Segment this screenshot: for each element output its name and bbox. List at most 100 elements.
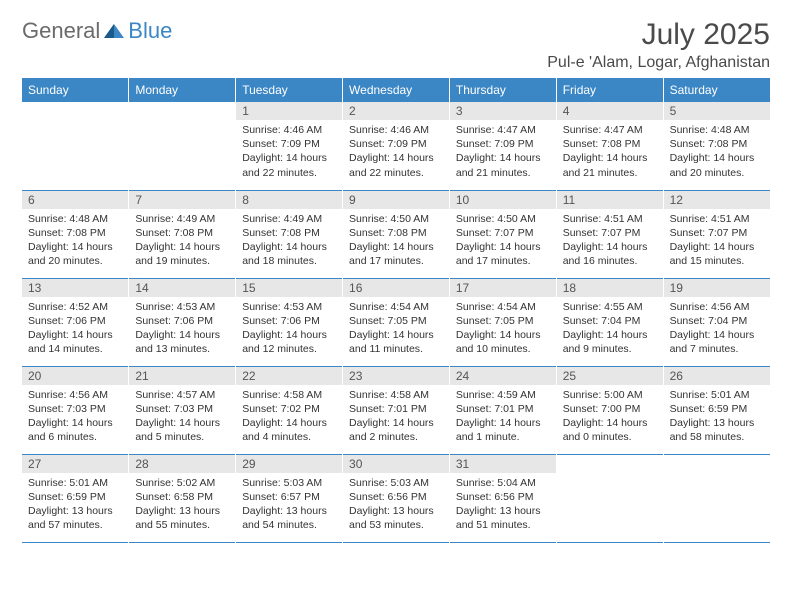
day-details: Sunrise: 4:53 AMSunset: 7:06 PMDaylight:…: [129, 297, 235, 363]
day-number: 27: [22, 455, 128, 473]
day-number: 2: [343, 102, 449, 120]
calendar-cell: 16Sunrise: 4:54 AMSunset: 7:05 PMDayligh…: [343, 278, 450, 366]
sunset-line: Sunset: 7:01 PM: [349, 402, 443, 416]
day-details: Sunrise: 4:50 AMSunset: 7:07 PMDaylight:…: [450, 209, 556, 275]
day-details: Sunrise: 4:56 AMSunset: 7:03 PMDaylight:…: [22, 385, 128, 451]
sunset-line: Sunset: 7:05 PM: [456, 314, 550, 328]
day-number: 10: [450, 191, 556, 209]
day-details: Sunrise: 4:57 AMSunset: 7:03 PMDaylight:…: [129, 385, 235, 451]
weekday-header: Saturday: [663, 78, 770, 102]
daylight-line: Daylight: 13 hours and 58 minutes.: [670, 416, 764, 444]
sunrise-line: Sunrise: 4:53 AM: [242, 300, 336, 314]
day-details: Sunrise: 4:46 AMSunset: 7:09 PMDaylight:…: [236, 120, 342, 186]
day-details: Sunrise: 4:47 AMSunset: 7:09 PMDaylight:…: [450, 120, 556, 186]
day-number: 30: [343, 455, 449, 473]
day-number: 26: [664, 367, 770, 385]
calendar-cell: 4Sunrise: 4:47 AMSunset: 7:08 PMDaylight…: [556, 102, 663, 190]
sunrise-line: Sunrise: 4:51 AM: [670, 212, 764, 226]
calendar-cell: 15 Sunrise: 4:53 AMSunset: 7:06 PMDayligh…: [236, 278, 343, 366]
day-number: 15: [236, 279, 342, 297]
sunrise-line: Sunrise: 4:46 AM: [349, 123, 443, 137]
day-details: Sunrise: 5:00 AMSunset: 7:00 PMDaylight:…: [557, 385, 663, 451]
day-details: Sunrise: 5:03 AMSunset: 6:57 PMDaylight:…: [236, 473, 342, 539]
day-number: 20: [22, 367, 128, 385]
sunset-line: Sunset: 7:09 PM: [349, 137, 443, 151]
sunrise-line: Sunrise: 4:49 AM: [135, 212, 229, 226]
sunset-line: Sunset: 6:56 PM: [349, 490, 443, 504]
day-details: Sunrise: 5:01 AMSunset: 6:59 PMDaylight:…: [22, 473, 128, 539]
day-details: Sunrise: 4:51 AMSunset: 7:07 PMDaylight:…: [664, 209, 770, 275]
header: General Blue July 2025 Pul-e 'Alam, Loga…: [22, 18, 770, 72]
daylight-line: Daylight: 14 hours and 22 minutes.: [242, 151, 336, 179]
daylight-line: Daylight: 14 hours and 17 minutes.: [349, 240, 443, 268]
daylight-line: Daylight: 14 hours and 21 minutes.: [563, 151, 657, 179]
sunset-line: Sunset: 7:08 PM: [135, 226, 229, 240]
day-number: 21: [129, 367, 235, 385]
daylight-line: Daylight: 14 hours and 16 minutes.: [563, 240, 657, 268]
sunset-line: Sunset: 7:09 PM: [242, 137, 336, 151]
calendar-cell: [556, 454, 663, 542]
calendar-cell: 26Sunrise: 5:01 AMSunset: 6:59 PMDayligh…: [663, 366, 770, 454]
day-number: 7: [129, 191, 235, 209]
calendar-cell: [663, 454, 770, 542]
sunset-line: Sunset: 7:07 PM: [670, 226, 764, 240]
sunrise-line: Sunrise: 4:57 AM: [135, 388, 229, 402]
day-number: 9: [343, 191, 449, 209]
day-number: 28: [129, 455, 235, 473]
day-details: Sunrise: 4:56 AMSunset: 7:04 PMDaylight:…: [664, 297, 770, 363]
weekday-header: Thursday: [449, 78, 556, 102]
calendar-cell: 13Sunrise: 4:52 AMSunset: 7:06 PMDayligh…: [22, 278, 129, 366]
sunrise-line: Sunrise: 5:01 AM: [28, 476, 122, 490]
sunset-line: Sunset: 7:04 PM: [563, 314, 657, 328]
calendar-cell: 22Sunrise: 4:58 AMSunset: 7:02 PMDayligh…: [236, 366, 343, 454]
sunrise-line: Sunrise: 4:58 AM: [349, 388, 443, 402]
weekday-header-row: Sunday Monday Tuesday Wednesday Thursday…: [22, 78, 770, 102]
day-number: 1: [236, 102, 342, 120]
calendar-cell: 17Sunrise: 4:54 AMSunset: 7:05 PMDayligh…: [449, 278, 556, 366]
calendar-cell: 18Sunrise: 4:55 AMSunset: 7:04 PMDayligh…: [556, 278, 663, 366]
sunset-line: Sunset: 7:01 PM: [456, 402, 550, 416]
calendar-cell: [22, 102, 129, 190]
daylight-line: Daylight: 14 hours and 13 minutes.: [135, 328, 229, 356]
calendar-week-row: 13Sunrise: 4:52 AMSunset: 7:06 PMDayligh…: [22, 278, 770, 366]
calendar-cell: 3Sunrise: 4:47 AMSunset: 7:09 PMDaylight…: [449, 102, 556, 190]
weekday-header: Wednesday: [343, 78, 450, 102]
day-number: 3: [450, 102, 556, 120]
day-details: Sunrise: 4:58 AMSunset: 7:01 PMDaylight:…: [343, 385, 449, 451]
day-number: 25: [557, 367, 663, 385]
calendar-cell: 25Sunrise: 5:00 AMSunset: 7:00 PMDayligh…: [556, 366, 663, 454]
calendar-cell: 19Sunrise: 4:56 AMSunset: 7:04 PMDayligh…: [663, 278, 770, 366]
calendar-week-row: 6Sunrise: 4:48 AMSunset: 7:08 PMDaylight…: [22, 190, 770, 278]
calendar-week-row: 20Sunrise: 4:56 AMSunset: 7:03 PMDayligh…: [22, 366, 770, 454]
sunrise-line: Sunrise: 4:54 AM: [349, 300, 443, 314]
daylight-line: Daylight: 14 hours and 14 minutes.: [28, 328, 122, 356]
brand-part2: Blue: [128, 18, 172, 44]
day-number: 18: [557, 279, 663, 297]
daylight-line: Daylight: 14 hours and 12 minutes.: [242, 328, 336, 356]
calendar-week-row: 1Sunrise: 4:46 AMSunset: 7:09 PMDaylight…: [22, 102, 770, 190]
calendar-cell: 6Sunrise: 4:48 AMSunset: 7:08 PMDaylight…: [22, 190, 129, 278]
day-number: 14: [129, 279, 235, 297]
weekday-header: Monday: [129, 78, 236, 102]
day-details: Sunrise: 4:54 AMSunset: 7:05 PMDaylight:…: [343, 297, 449, 363]
sunset-line: Sunset: 7:08 PM: [563, 137, 657, 151]
day-number: 17: [450, 279, 556, 297]
sunset-line: Sunset: 7:08 PM: [670, 137, 764, 151]
sunset-line: Sunset: 7:02 PM: [242, 402, 336, 416]
calendar-cell: 20Sunrise: 4:56 AMSunset: 7:03 PMDayligh…: [22, 366, 129, 454]
day-details: Sunrise: 4:50 AMSunset: 7:08 PMDaylight:…: [343, 209, 449, 275]
day-details: Sunrise: 5:03 AMSunset: 6:56 PMDaylight:…: [343, 473, 449, 539]
brand-icon: [102, 22, 126, 40]
daylight-line: Daylight: 14 hours and 2 minutes.: [349, 416, 443, 444]
day-number: 6: [22, 191, 128, 209]
daylight-line: Daylight: 14 hours and 21 minutes.: [456, 151, 550, 179]
sunset-line: Sunset: 7:03 PM: [28, 402, 122, 416]
day-details: Sunrise: 4:51 AMSunset: 7:07 PMDaylight:…: [557, 209, 663, 275]
sunset-line: Sunset: 7:06 PM: [135, 314, 229, 328]
sunset-line: Sunset: 7:08 PM: [242, 226, 336, 240]
calendar-week-row: 27Sunrise: 5:01 AMSunset: 6:59 PMDayligh…: [22, 454, 770, 542]
sunset-line: Sunset: 7:06 PM: [242, 314, 336, 328]
sunrise-line: Sunrise: 4:52 AM: [28, 300, 122, 314]
day-details: Sunrise: 4:48 AMSunset: 7:08 PMDaylight:…: [664, 120, 770, 186]
daylight-line: Daylight: 14 hours and 17 minutes.: [456, 240, 550, 268]
